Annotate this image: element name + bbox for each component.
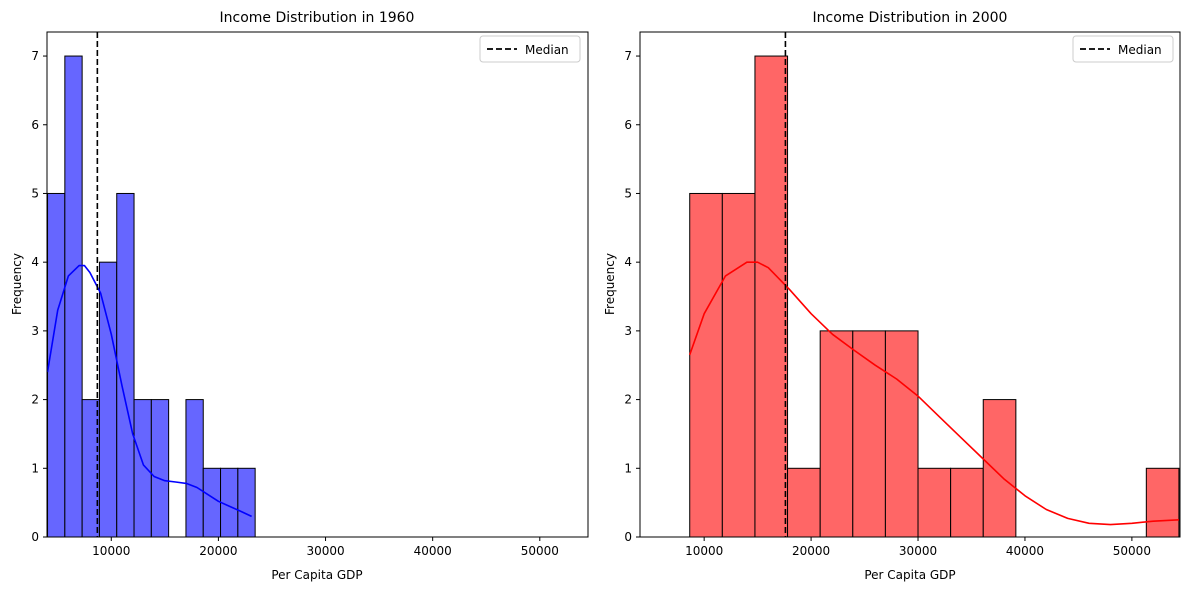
histogram-bar-11 [237, 467, 256, 537]
histogram-bar-3 [787, 467, 821, 537]
y-tick-label: 1 [31, 461, 39, 475]
histogram-bar-4 [116, 192, 135, 537]
histogram-bar-9 [202, 467, 222, 537]
chart-panel-1960: Income Distribution in 1960 Per Capita G… [10, 10, 589, 582]
y-tick-label: 6 [31, 118, 39, 132]
histogram-bar-8 [185, 399, 204, 537]
y-tick-label: 7 [624, 49, 632, 63]
plot-area: 10000 20000 30000 40000 50000 0 1 2 3 4 5 6 7 [31, 31, 589, 558]
axes-frame [46, 31, 589, 538]
y-axis-label: Frequency [603, 253, 617, 315]
histogram-bar-5 [852, 330, 886, 537]
y-tick-label: 0 [624, 530, 632, 544]
legend-median-label: Median [525, 43, 569, 57]
chart-title: Income Distribution in 1960 [220, 10, 415, 26]
histogram-bar-6 [150, 399, 170, 537]
chart-title: Income Distribution in 2000 [813, 10, 1008, 26]
y-tick-label: 3 [31, 324, 39, 338]
kde-curve [47, 264, 252, 518]
y-tick-label: 5 [31, 186, 39, 200]
histogram-bar-1 [64, 55, 83, 537]
x-tick-label: 30000 [306, 544, 344, 558]
legend: Median [479, 35, 581, 63]
histogram-bar-14 [1145, 467, 1180, 537]
y-tick-label: 2 [31, 393, 39, 407]
x-axis-label: Per Capita GDP [271, 568, 362, 582]
legend-box [1072, 35, 1174, 63]
histogram-bar-8 [950, 467, 984, 537]
y-tick-label: 4 [31, 255, 39, 269]
x-axis-label: Per Capita GDP [864, 568, 955, 582]
y-tick-label: 7 [31, 49, 39, 63]
legend: Median [1072, 35, 1174, 63]
y-tick-label: 2 [624, 393, 632, 407]
x-tick-label: 40000 [1006, 544, 1044, 558]
x-tick-label: 40000 [414, 544, 452, 558]
plot-area: 10000 20000 30000 40000 50000 0 1 2 3 4 5 6 7 [624, 31, 1181, 558]
chart-panel-2000: Income Distribution in 2000 Per Capita G… [603, 10, 1181, 582]
legend-median-label: Median [1118, 43, 1162, 57]
x-tick-label: 20000 [199, 544, 237, 558]
x-tick-label: 10000 [685, 544, 723, 558]
y-tick-label: 0 [31, 530, 39, 544]
histogram-bar-1 [721, 192, 756, 537]
histogram-bar-5 [133, 399, 152, 537]
histogram-bar-9 [982, 399, 1017, 537]
histogram-bar-6 [884, 330, 919, 537]
histogram-bar-0 [47, 192, 66, 537]
y-axis-label: Frequency [10, 253, 24, 315]
histogram-bar-3 [98, 261, 118, 537]
x-tick-label: 10000 [92, 544, 130, 558]
plot-marks [688, 32, 1180, 537]
y-tick-label: 3 [624, 324, 632, 338]
histogram-bar-4 [819, 330, 854, 537]
y-tick-label: 1 [624, 461, 632, 475]
x-tick-label: 50000 [1113, 544, 1151, 558]
x-tick-label: 20000 [792, 544, 830, 558]
histogram-bar-2 [754, 55, 789, 537]
y-tick-label: 6 [624, 118, 632, 132]
kde-curve [688, 261, 1179, 526]
x-tick-label: 50000 [521, 544, 559, 558]
y-tick-label: 5 [624, 186, 632, 200]
plot-marks [47, 32, 256, 537]
x-tick-label: 30000 [899, 544, 937, 558]
histogram-bar-7 [917, 467, 952, 537]
histogram-bar-0 [689, 192, 723, 537]
axes-frame [639, 31, 1181, 538]
y-tick-label: 4 [624, 255, 632, 269]
legend-box [479, 35, 581, 63]
